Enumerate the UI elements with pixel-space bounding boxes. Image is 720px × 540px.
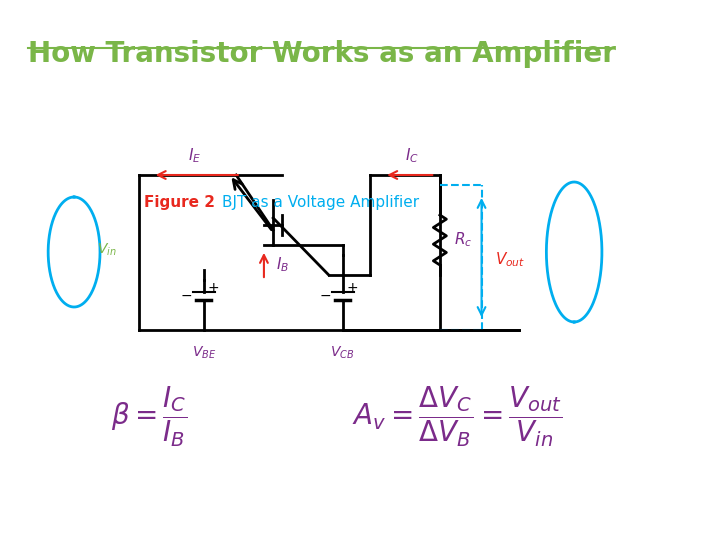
Text: +: +	[346, 281, 358, 295]
Text: $A_v = \dfrac{\Delta V_C}{\Delta V_B} = \dfrac{V_{out}}{V_{in}}$: $A_v = \dfrac{\Delta V_C}{\Delta V_B} = …	[352, 385, 562, 449]
Text: $\beta = \dfrac{I_C}{I_B}$: $\beta = \dfrac{I_C}{I_B}$	[111, 385, 187, 449]
Text: How Transistor Works as an Amplifier: How Transistor Works as an Amplifier	[28, 40, 616, 68]
Text: −: −	[320, 289, 331, 303]
Text: −: −	[181, 289, 193, 303]
Text: $I_B$: $I_B$	[276, 255, 289, 274]
Text: $R_c$: $R_c$	[454, 231, 472, 249]
Text: Figure 2: Figure 2	[143, 195, 215, 210]
Text: +: +	[207, 281, 219, 295]
Text: $V_{BE}$: $V_{BE}$	[192, 345, 216, 361]
Text: $V_{out}$: $V_{out}$	[495, 251, 526, 269]
Text: BJT as a Voltage Amplifier: BJT as a Voltage Amplifier	[222, 195, 419, 210]
Text: $V_{CB}$: $V_{CB}$	[330, 345, 355, 361]
Text: $I_E$: $I_E$	[188, 146, 201, 165]
Text: $I_C$: $I_C$	[405, 146, 419, 165]
Text: $V_{in}$: $V_{in}$	[97, 242, 117, 258]
